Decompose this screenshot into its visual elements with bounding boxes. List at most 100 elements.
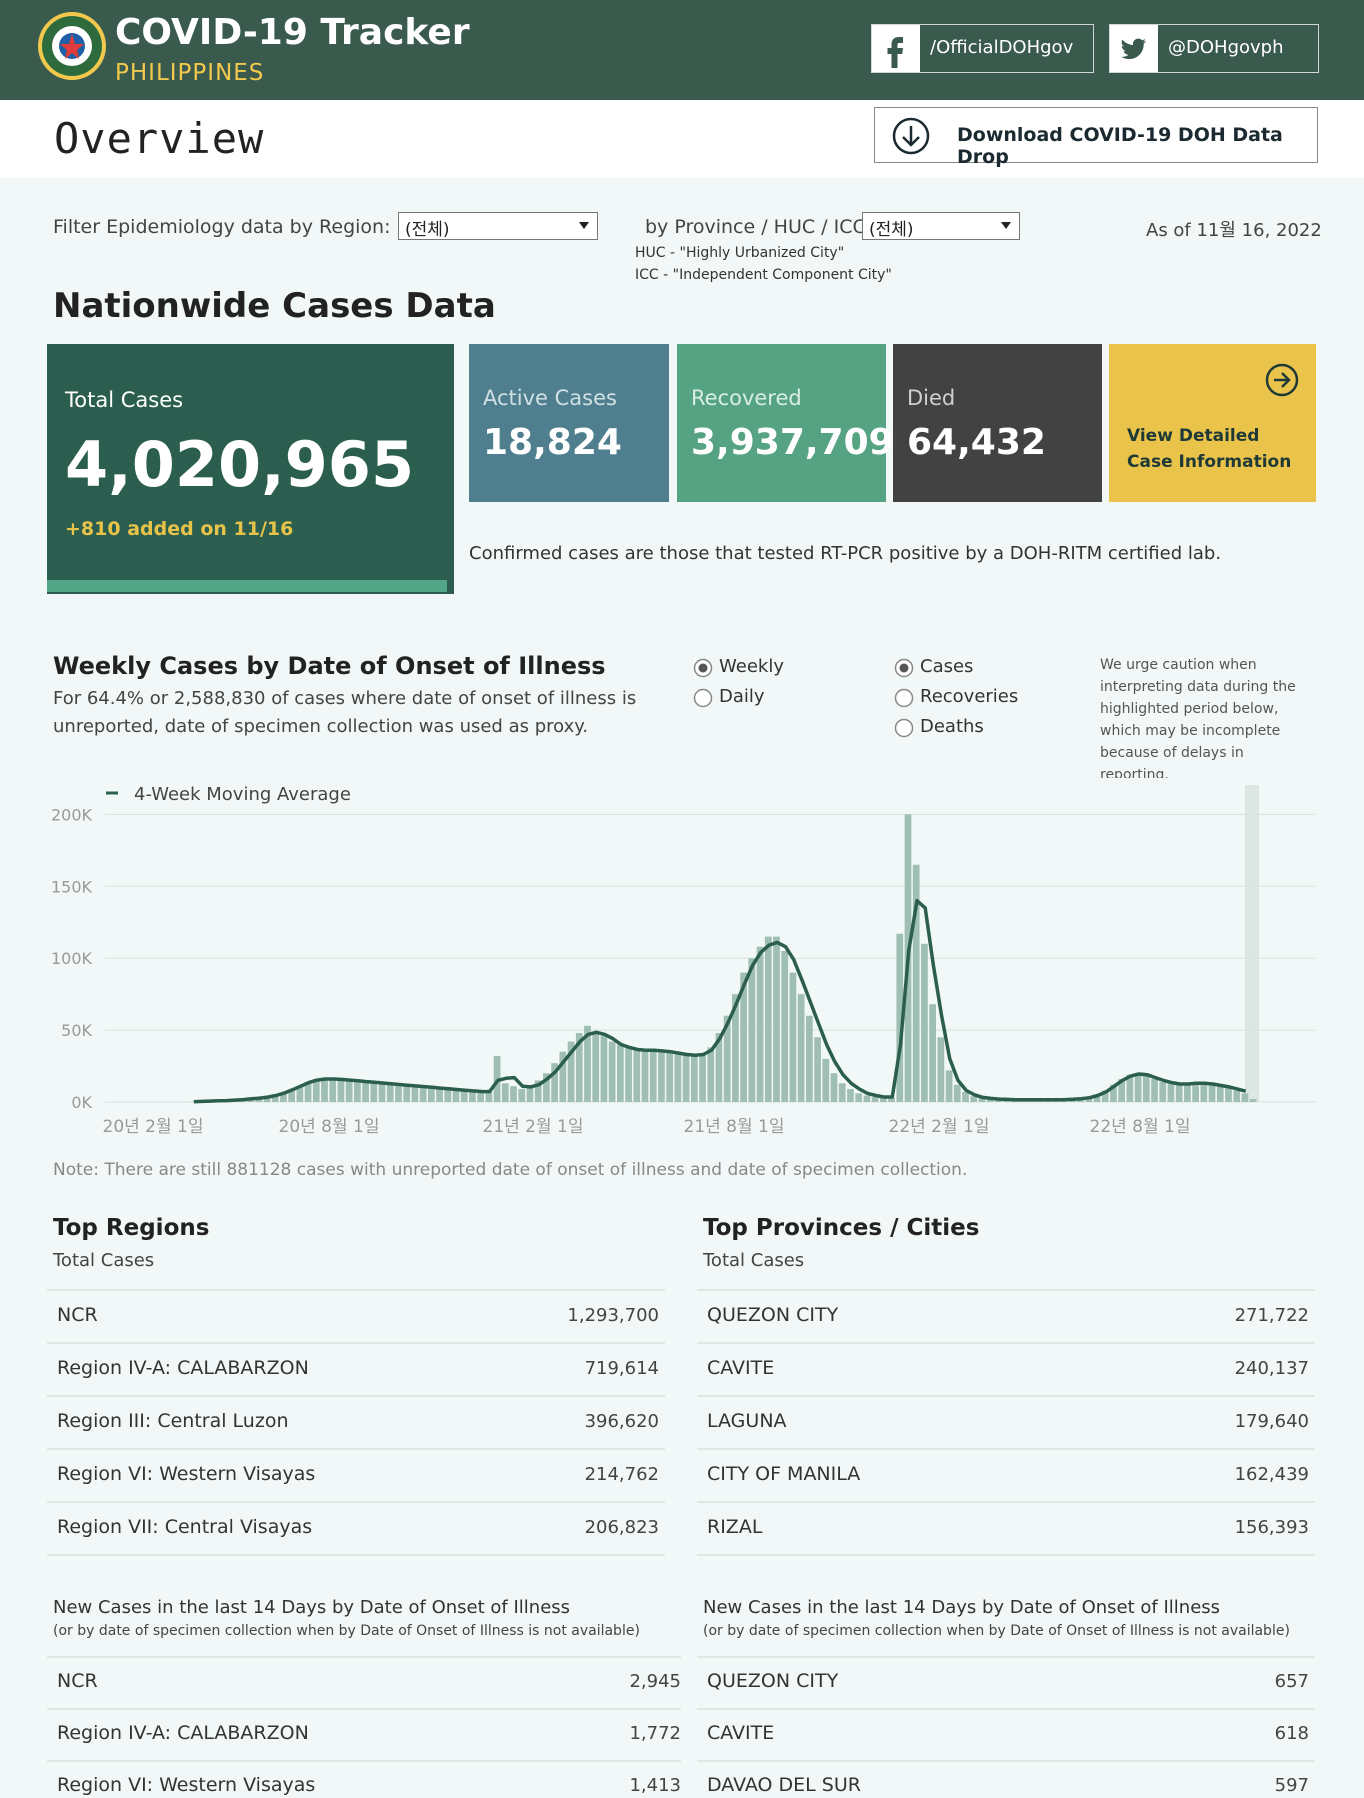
- case-bar[interactable]: [526, 1087, 534, 1102]
- table-row[interactable]: Region III: Central Luzon 396,620: [47, 1395, 665, 1448]
- case-bar[interactable]: [797, 994, 805, 1102]
- case-bar[interactable]: [970, 1096, 978, 1102]
- case-bar[interactable]: [953, 1084, 961, 1102]
- case-bar[interactable]: [1192, 1081, 1199, 1102]
- table-row[interactable]: NCR 1,293,700: [47, 1289, 665, 1342]
- province-filter-select[interactable]: (전체): [862, 212, 1020, 240]
- case-bar[interactable]: [756, 946, 764, 1102]
- case-bar[interactable]: [469, 1091, 476, 1102]
- case-bar[interactable]: [649, 1048, 657, 1102]
- case-bar[interactable]: [937, 1037, 945, 1102]
- case-bar[interactable]: [847, 1089, 854, 1102]
- case-bar[interactable]: [855, 1093, 863, 1102]
- region-filter-select[interactable]: (전체): [398, 212, 598, 240]
- case-bar[interactable]: [682, 1054, 690, 1102]
- case-bar[interactable]: [1159, 1081, 1167, 1102]
- case-bar[interactable]: [1093, 1094, 1101, 1102]
- table-row[interactable]: QUEZON CITY 657: [697, 1656, 1315, 1708]
- case-bar[interactable]: [345, 1080, 353, 1102]
- case-bar[interactable]: [896, 933, 904, 1102]
- case-bar[interactable]: [534, 1080, 542, 1102]
- case-bar[interactable]: [436, 1088, 443, 1102]
- case-bar[interactable]: [1241, 1093, 1249, 1102]
- case-bar[interactable]: [362, 1081, 369, 1102]
- case-bar[interactable]: [1142, 1076, 1150, 1102]
- case-bar[interactable]: [986, 1099, 994, 1102]
- twitter-link[interactable]: @DOHgovph: [1109, 24, 1319, 73]
- view-detailed-case-button[interactable]: View Detailed Case Information: [1109, 344, 1316, 502]
- case-bar[interactable]: [280, 1093, 287, 1102]
- case-bar[interactable]: [485, 1091, 493, 1102]
- case-bar[interactable]: [403, 1085, 411, 1102]
- table-row[interactable]: Region VI: Western Visayas 214,762: [47, 1448, 665, 1501]
- case-bar[interactable]: [1151, 1078, 1158, 1102]
- case-bar[interactable]: [945, 1070, 953, 1102]
- case-bar[interactable]: [501, 1083, 509, 1102]
- case-bar[interactable]: [764, 936, 772, 1102]
- case-bar[interactable]: [370, 1082, 378, 1102]
- weekly-cases-chart[interactable]: 200K 150K 100K 50K 0K 4-Week Moving Average 20…: [40, 770, 1324, 1140]
- case-bar[interactable]: [962, 1091, 969, 1102]
- case-bar[interactable]: [592, 1031, 600, 1102]
- case-bar[interactable]: [304, 1081, 312, 1102]
- case-bar[interactable]: [732, 994, 739, 1102]
- table-row[interactable]: CAVITE 618: [697, 1708, 1315, 1760]
- facebook-link[interactable]: /OfficialDOHgov: [871, 24, 1094, 73]
- case-bar[interactable]: [543, 1073, 550, 1102]
- case-bar[interactable]: [518, 1089, 526, 1102]
- case-bar[interactable]: [551, 1063, 558, 1102]
- download-data-drop-button[interactable]: Download COVID-19 DOH Data Drop: [874, 107, 1318, 168]
- case-bar[interactable]: [838, 1083, 846, 1102]
- case-bar[interactable]: [921, 943, 928, 1102]
- case-bar[interactable]: [321, 1078, 328, 1102]
- case-bar[interactable]: [1110, 1084, 1117, 1102]
- case-bar[interactable]: [781, 951, 789, 1102]
- case-bar[interactable]: [912, 864, 920, 1102]
- case-bar[interactable]: [863, 1095, 871, 1102]
- case-bar[interactable]: [1167, 1083, 1175, 1102]
- case-bar[interactable]: [666, 1051, 674, 1102]
- case-bar[interactable]: [263, 1096, 271, 1102]
- case-bar[interactable]: [427, 1087, 435, 1102]
- table-row[interactable]: LAGUNA 179,640: [697, 1395, 1315, 1448]
- table-row[interactable]: Region IV-A: CALABARZON 1,772: [47, 1708, 681, 1760]
- case-bar[interactable]: [1175, 1084, 1183, 1102]
- case-bar[interactable]: [871, 1096, 879, 1102]
- case-bar[interactable]: [600, 1035, 608, 1102]
- table-row[interactable]: Region IV-A: CALABARZON 719,614: [47, 1342, 665, 1395]
- case-bar[interactable]: [929, 1004, 936, 1102]
- case-bar[interactable]: [633, 1048, 641, 1102]
- case-bar[interactable]: [830, 1073, 838, 1102]
- case-bar[interactable]: [337, 1079, 345, 1102]
- case-bar[interactable]: [271, 1095, 279, 1102]
- case-bar[interactable]: [575, 1032, 583, 1102]
- case-bar[interactable]: [674, 1053, 682, 1102]
- table-row[interactable]: NCR 2,945: [47, 1656, 681, 1708]
- table-row[interactable]: QUEZON CITY 271,722: [697, 1289, 1315, 1342]
- case-bar[interactable]: [312, 1078, 320, 1102]
- table-row[interactable]: Region VII: Central Visayas 206,823: [47, 1501, 665, 1554]
- case-bar[interactable]: [1216, 1086, 1224, 1102]
- case-bar[interactable]: [329, 1078, 337, 1102]
- case-bar[interactable]: [789, 972, 797, 1102]
- case-bar[interactable]: [822, 1058, 830, 1102]
- case-bar[interactable]: [395, 1084, 402, 1102]
- case-bar[interactable]: [715, 1032, 723, 1102]
- case-bar[interactable]: [1200, 1083, 1208, 1102]
- case-bar[interactable]: [1126, 1074, 1134, 1102]
- case-bar[interactable]: [1184, 1083, 1191, 1102]
- case-bar[interactable]: [1249, 1099, 1257, 1102]
- case-bar[interactable]: [1208, 1084, 1216, 1102]
- case-bar[interactable]: [707, 1047, 715, 1102]
- case-bar[interactable]: [690, 1055, 698, 1102]
- case-bar[interactable]: [1101, 1090, 1109, 1102]
- case-bar[interactable]: [658, 1050, 665, 1102]
- case-bar[interactable]: [814, 1037, 821, 1102]
- case-bar[interactable]: [1134, 1073, 1142, 1102]
- case-bar[interactable]: [288, 1090, 295, 1102]
- case-bar[interactable]: [378, 1083, 386, 1102]
- case-bar[interactable]: [584, 1025, 591, 1102]
- case-bar[interactable]: [1233, 1090, 1241, 1102]
- case-bar[interactable]: [978, 1098, 986, 1102]
- case-bar[interactable]: [1118, 1078, 1126, 1102]
